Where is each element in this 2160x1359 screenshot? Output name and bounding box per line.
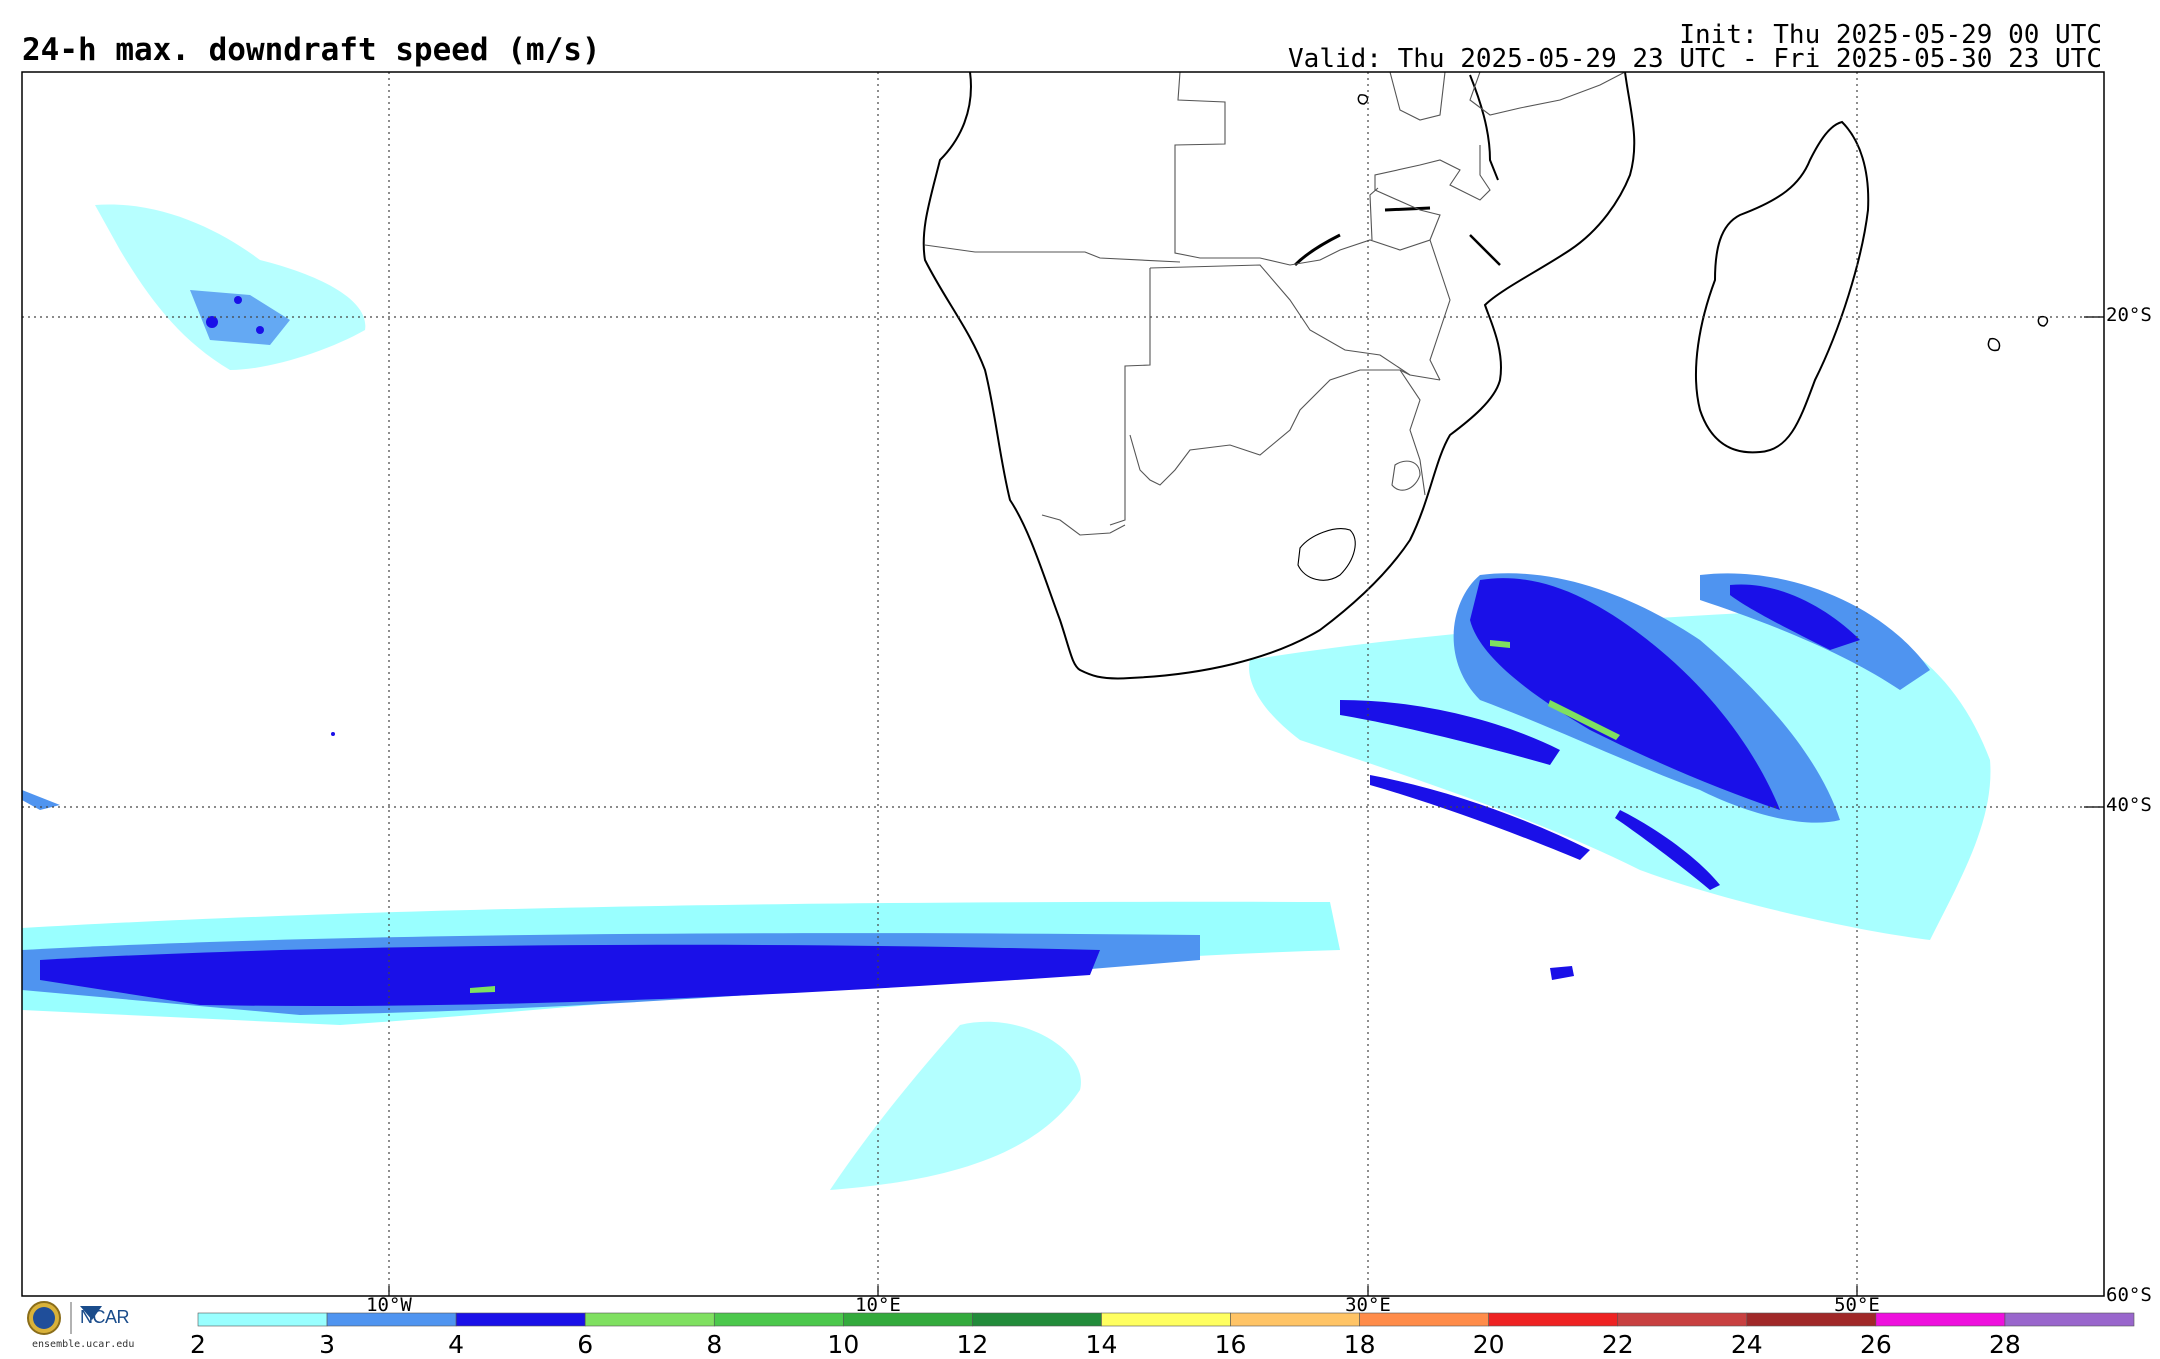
colorbar-tick-label: 14 [1085,1330,1118,1359]
colorbar-swatch [1101,1312,1231,1327]
downdraft-field-northwest [22,204,366,810]
lon-label-10e: 10°E [855,1294,901,1316]
nsf-logo [27,1301,102,1335]
colorbar-swatch [1230,1312,1360,1327]
colorbar-tick-label: 20 [1472,1330,1505,1359]
lat-label-20s: 20°S [2106,304,2152,326]
colorbar-swatch [1617,1312,1748,1327]
map-title: 24-h max. downdraft speed (m/s) [22,32,601,68]
colorbar-tick-label: 12 [956,1330,989,1359]
lon-label-30e: 30°E [1345,1294,1391,1316]
coastlines [922,72,2049,680]
colorbar-tick-label: 22 [1601,1330,1634,1359]
init-time: Init: Thu 2025-05-29 00 UTC [1679,20,2102,50]
colorbar-tick-label: 4 [448,1330,465,1359]
country-borders [924,72,1626,581]
colorbar-tick-label: 10 [827,1330,860,1359]
colorbar-tick-label: 28 [1989,1330,2021,1359]
colorbar-swatch [1488,1312,1619,1327]
lon-label-50e: 50°E [1834,1294,1880,1316]
colorbar-swatch [713,1312,844,1327]
valid-time: Valid: Thu 2025-05-29 23 UTC - Fri 2025-… [1288,44,2102,74]
colorbar-swatch [972,1312,1102,1327]
downdraft-field-west [22,901,1340,1190]
ncar-logo-text: NCAR [80,1307,130,1327]
colorbar-swatch [455,1312,586,1327]
lon-label-10w: 10°W [366,1294,412,1316]
colorbar-tick-label: 26 [1859,1330,1892,1359]
downdraft-field-east [1249,573,1991,980]
colorbar-swatch [584,1312,715,1327]
branding-url: ensemble.ucar.edu [32,1339,135,1350]
lat-label-40s: 40°S [2106,794,2152,816]
colorbar-tick-label: 16 [1214,1330,1247,1359]
lat-label-60s: 60°S [2106,1284,2152,1306]
colorbar-swatch [197,1312,328,1327]
colorbar-swatch [1875,1312,2006,1327]
colorbar-tick-label: 6 [577,1330,594,1359]
colorbar-tick-label: 18 [1343,1330,1376,1359]
colorbar [197,1312,2135,1327]
map-frame [21,71,2105,1297]
colorbar-tick-label: 2 [190,1330,206,1359]
colorbar-tick-label: 3 [319,1330,336,1359]
graticule [22,72,2104,1296]
colorbar-swatch [2004,1312,2135,1327]
colorbar-tick-label: 8 [706,1330,723,1359]
colorbar-tick-label: 24 [1730,1330,1763,1359]
